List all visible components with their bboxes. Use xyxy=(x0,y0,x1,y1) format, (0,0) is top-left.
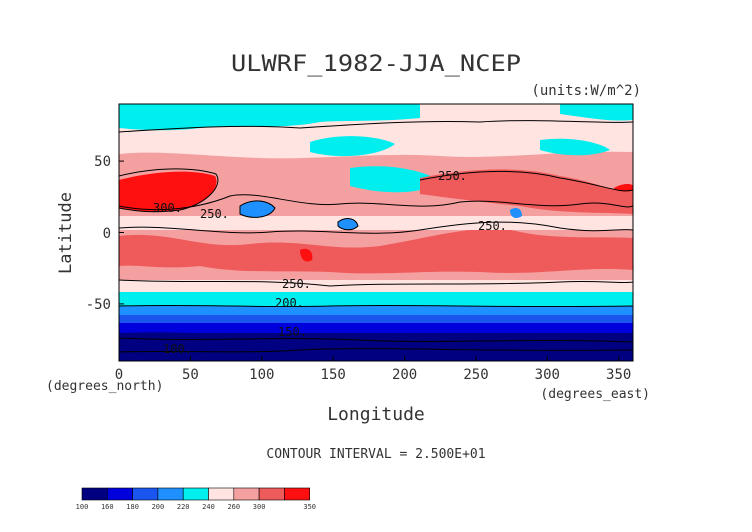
colorbar-tick-label: 160 xyxy=(101,503,114,511)
colorbar-swatch xyxy=(182,487,209,501)
y-axis-label: Latitude xyxy=(56,192,76,274)
colorbar-tick-label: 220 xyxy=(177,503,190,511)
map-field: 300. 250. 250. 250. 250. 200. 150. 100. xyxy=(119,104,633,361)
contour-line xyxy=(239,200,276,218)
y-unit-note: (degrees_north) xyxy=(46,379,163,394)
colorbar-swatch xyxy=(233,487,260,501)
x-tick-label: 200 xyxy=(392,367,417,383)
indonesia-min-2 xyxy=(338,218,358,230)
x-tick-label: 100 xyxy=(249,367,274,383)
contour-label: 200. xyxy=(275,296,304,310)
contour-lines xyxy=(119,120,633,353)
colorbar-tick-label: 260 xyxy=(227,503,240,511)
x-tick-label: 50 xyxy=(182,367,199,383)
contour-line xyxy=(119,348,633,353)
colorbar: 100 160 180 200 220 240 260 300 350 xyxy=(76,487,316,511)
band-south-pink xyxy=(119,278,633,292)
contour-line xyxy=(119,221,633,234)
red-max-africa xyxy=(119,171,217,212)
x-axis-label: Longitude xyxy=(327,404,425,425)
contour-label: 250. xyxy=(282,277,311,291)
band-south-blue xyxy=(119,321,633,333)
x-tick-label: 300 xyxy=(535,367,560,383)
colorbar-swatch xyxy=(258,487,285,501)
colorbar-tick-label: 350 xyxy=(303,503,316,511)
colorbar-tick-label: 180 xyxy=(126,503,139,511)
cyan-blob-atlantic xyxy=(540,138,610,156)
chart-title: ULWRF_1982-JJA_NCEP xyxy=(231,52,521,77)
red-max-pacific xyxy=(300,248,313,262)
contour-label: 150. xyxy=(278,325,307,339)
contour-interval-note: CONTOUR INTERVAL = 2.500E+01 xyxy=(266,447,485,462)
x-unit-note: (degrees_east) xyxy=(540,387,650,402)
contour-line xyxy=(119,337,633,343)
contour-line xyxy=(337,218,359,231)
contour-label: 300. xyxy=(153,201,182,215)
x-tick-label: 150 xyxy=(321,367,346,383)
colorbar-swatch xyxy=(208,487,235,501)
contour-line xyxy=(119,279,633,287)
y-tick-label: 50 xyxy=(94,154,111,170)
units-label: (units:W/m^2) xyxy=(531,83,641,99)
contour-label: 250. xyxy=(200,207,229,221)
colorbar-swatch xyxy=(284,487,310,501)
indonesia-min xyxy=(240,200,275,218)
x-tick-label: 0 xyxy=(115,367,123,383)
contour-line xyxy=(119,168,219,213)
band-south-red xyxy=(119,228,633,274)
colorbar-swatch xyxy=(81,487,108,501)
band-south-cyan xyxy=(119,290,633,306)
contour-label: 250. xyxy=(438,169,467,183)
contour-label: 100. xyxy=(163,342,192,356)
colorbar-tick-label: 200 xyxy=(152,503,165,511)
colorbar-swatch xyxy=(107,487,133,501)
colorbar-swatch xyxy=(132,487,159,501)
y-tick-label: -50 xyxy=(86,297,111,313)
x-tick-label: 350 xyxy=(606,367,631,383)
y-tick-labels: 50 0 -50 xyxy=(86,154,111,313)
band-north-cyan xyxy=(119,104,420,131)
band-north-cyan-east xyxy=(560,104,633,121)
y-tick-label: 0 xyxy=(103,226,111,242)
contour-line xyxy=(419,170,633,192)
cyan-blob-pacific xyxy=(350,166,440,193)
colorbar-tick-label: 300 xyxy=(253,503,266,511)
contour-line xyxy=(119,304,633,308)
colorbar-swatch xyxy=(157,487,184,501)
x-tick-marks xyxy=(118,356,620,361)
x-tick-label: 250 xyxy=(463,367,488,383)
polar-blue-wedge xyxy=(119,332,633,361)
cyan-blob-asia xyxy=(310,136,395,157)
band-south-light xyxy=(119,304,633,315)
band-south-mid xyxy=(119,313,633,323)
contour-label-group: 300. 250. 250. 250. 250. 200. 150. 100. xyxy=(153,169,507,356)
contour-line xyxy=(119,194,633,211)
contour-line xyxy=(119,120,633,133)
x-tick-labels: 0 50 100 150 200 250 300 350 xyxy=(115,367,632,383)
red-band-north xyxy=(420,169,633,214)
colorbar-tick-label: 240 xyxy=(202,503,215,511)
colorbar-tick-label: 100 xyxy=(76,503,89,511)
central-america-min xyxy=(510,208,522,218)
y-tick-marks xyxy=(119,160,124,305)
contour-label: 250. xyxy=(478,219,507,233)
